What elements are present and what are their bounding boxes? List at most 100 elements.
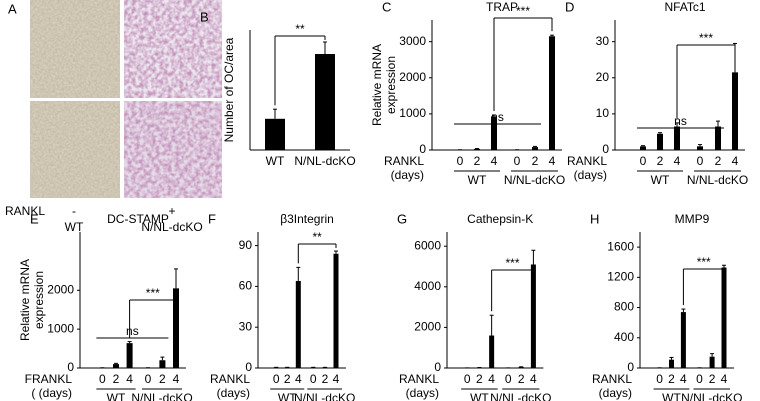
bar — [333, 253, 339, 368]
y-tick-label: 4000 — [414, 279, 441, 293]
bar — [680, 312, 686, 368]
bar — [173, 288, 179, 368]
panel-letter: D — [565, 0, 574, 14]
x-tick-label: 4 — [549, 154, 556, 168]
bar — [113, 364, 119, 368]
x-tick-label: 0 — [464, 372, 471, 386]
significance: ** — [312, 230, 322, 244]
x-tick-label: 2 — [284, 372, 291, 386]
y-tick-label: 1600 — [607, 239, 634, 253]
bar — [674, 126, 680, 150]
x-tick-label: 4 — [333, 372, 340, 386]
y-tick-label: 60 — [239, 279, 253, 293]
chart-title: Cathepsin-K — [467, 212, 533, 226]
significance: *** — [506, 256, 520, 270]
bar — [669, 359, 674, 368]
x-axis-label-sub: ( (days) — [31, 386, 72, 400]
group-label: N/NL-dcKO — [294, 391, 355, 401]
y-tick-label: 0 — [434, 360, 441, 374]
panel-a-images — [30, 0, 222, 198]
x-tick-label: 2 — [709, 372, 716, 386]
significance: *** — [699, 31, 713, 45]
x-tick-label: 2 — [532, 154, 539, 168]
panel-letter: F — [208, 211, 216, 226]
y-tick-label: 30 — [239, 319, 253, 333]
bar — [709, 356, 715, 368]
significance: *** — [516, 4, 530, 18]
y-tick-label: 6000 — [414, 238, 441, 252]
group-label: WT — [278, 391, 297, 401]
x-tick-label: 0 — [457, 154, 464, 168]
y-tick-label: 800 — [614, 300, 634, 314]
plus-label: + — [168, 204, 175, 218]
panel-letter: E — [30, 211, 39, 226]
x-axis-label: RANKL — [592, 372, 632, 386]
significance: ns — [491, 110, 504, 124]
x-tick-label: 4 — [530, 372, 537, 386]
x-tick-label: 4 — [488, 372, 495, 386]
chart-title: TRAP — [486, 0, 518, 14]
group-label: WT — [107, 391, 126, 401]
y-tick-label: 400 — [614, 330, 634, 344]
x-tick-label: 0 — [505, 372, 512, 386]
bar — [491, 116, 497, 150]
x-axis-label-sub: (days) — [406, 386, 439, 400]
x-tick-label: 0 — [99, 372, 106, 386]
significance: *** — [146, 286, 160, 300]
x-tick-label: 4 — [126, 372, 133, 386]
micrograph-texture — [30, 0, 120, 98]
x-tick-label: 2 — [113, 372, 120, 386]
y-tick-label: 90 — [239, 238, 253, 252]
x-tick-label: 0 — [145, 372, 152, 386]
bar — [530, 264, 536, 368]
y-tick-label: 2000 — [414, 320, 441, 334]
bar — [474, 148, 480, 150]
bar — [265, 118, 285, 150]
x-tick-label: 0 — [514, 154, 521, 168]
x-tick-label: 0 — [696, 372, 703, 386]
x-tick-label: 0 — [273, 372, 280, 386]
chart-title: MMP9 — [675, 212, 710, 226]
bar — [315, 54, 335, 150]
bar — [697, 146, 703, 150]
x-axis-label-sub: (days) — [599, 386, 632, 400]
y-tick-label: 1000 — [47, 321, 74, 335]
x-tick-label: 0 — [656, 372, 663, 386]
y-tick-label: 2000 — [47, 282, 74, 296]
group-label: N/NL-dcKO — [141, 220, 202, 234]
y-axis-label: expression — [384, 56, 398, 114]
x-tick-label: 2 — [518, 372, 525, 386]
group-label: N/NL-dcKO — [490, 391, 551, 401]
bar — [518, 366, 524, 368]
group-label: WT — [662, 391, 681, 401]
panel-letter: G — [397, 211, 407, 226]
x-axis-label-sub: (days) — [574, 168, 607, 182]
significance: *** — [697, 255, 711, 269]
x-axis-label: RANKL — [210, 372, 250, 386]
x-tick-label: 4 — [173, 372, 180, 386]
minus-label: - — [72, 204, 76, 218]
x-tick-label: 0 — [640, 154, 647, 168]
group-label: N/NL-dcKO — [131, 391, 192, 401]
y-tick-label: 30 — [596, 34, 610, 48]
group-label: N/NL-dcKO — [504, 173, 565, 187]
x-axis-label: RANKL — [399, 372, 439, 386]
group-label: WT — [651, 173, 670, 187]
x-tick-label: 4 — [491, 154, 498, 168]
panel-letter: H — [590, 211, 599, 226]
bar — [732, 72, 738, 150]
y-axis-label: Number of OC/area — [222, 37, 236, 142]
x-tick-label: 2 — [476, 372, 483, 386]
micrograph-texture — [30, 101, 120, 198]
bar — [295, 280, 301, 368]
x-axis-label: RANKL — [384, 154, 424, 168]
y-tick-label: 1000 — [399, 106, 426, 120]
y-axis-label: Relative mRNA — [18, 259, 32, 341]
x-tick-label: 0 — [310, 372, 317, 386]
x-tick-label: 2 — [159, 372, 166, 386]
y-tick-label: 0 — [627, 360, 634, 374]
x-axis-label-sub: (days) — [391, 168, 424, 182]
x-tick-label: 2 — [657, 154, 664, 168]
row-label: RANKL — [5, 204, 45, 218]
x-tick-label: 4 — [732, 154, 739, 168]
